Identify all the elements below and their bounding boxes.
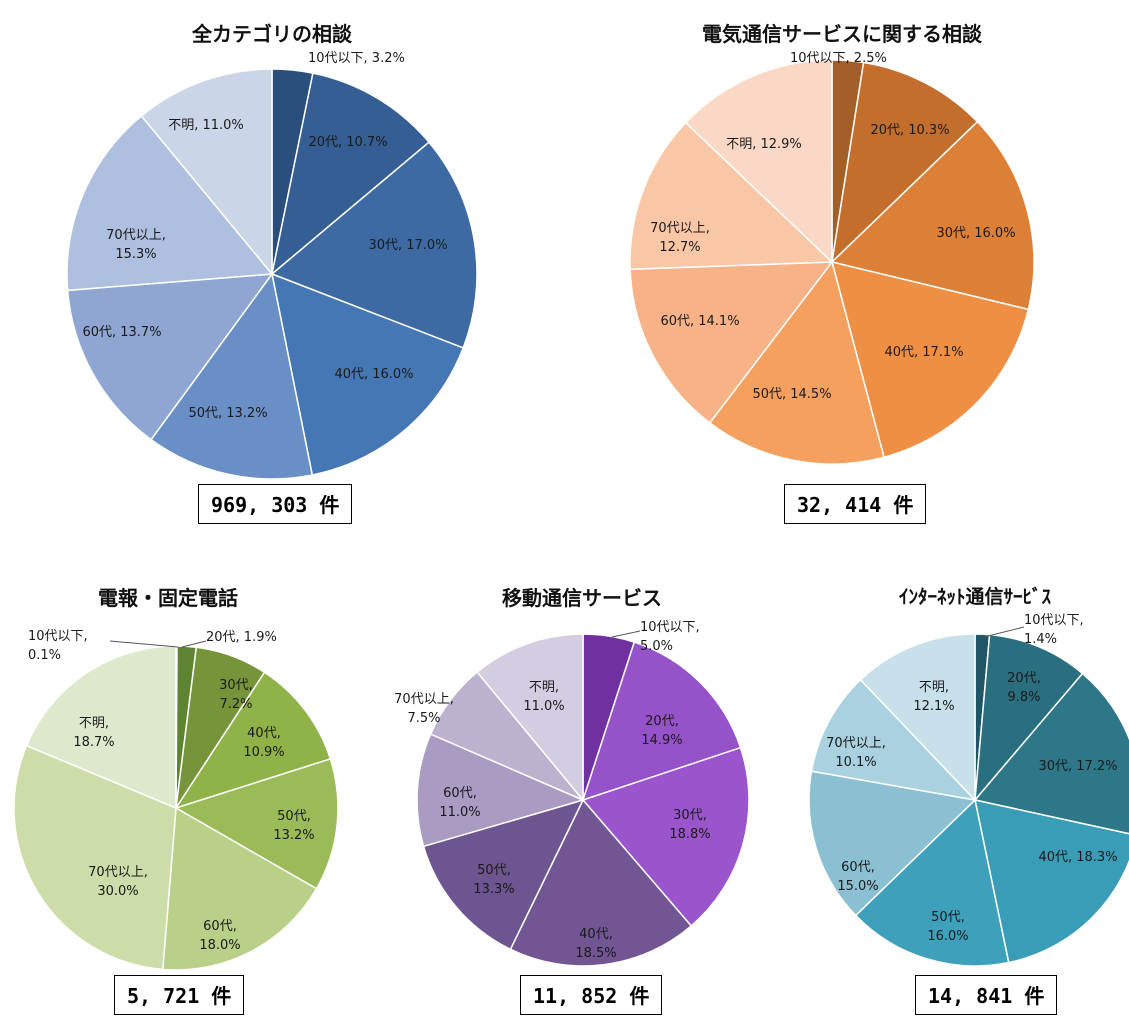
slice-data-label: 60代, 18.0% — [199, 919, 240, 953]
pie-slice-不明 — [140, 68, 273, 277]
slice-data-label: 50代, 13.3% — [473, 863, 514, 897]
slice-data-label: 30代, 18.8% — [669, 808, 710, 842]
pie-slice-不明 — [476, 633, 584, 803]
slice-data-label: 60代, 13.7% — [82, 325, 161, 340]
slice-data-label: 40代, 18.3% — [1038, 850, 1117, 865]
leader-line — [611, 630, 641, 638]
pie-slice-50代 — [854, 798, 1010, 967]
pie-slice-不明 — [859, 633, 976, 802]
slice-data-label: 40代, 10.9% — [243, 726, 284, 760]
pie-slice-30代 — [270, 141, 478, 349]
pie-slice-40代 — [974, 799, 1129, 964]
pie-slice-60代 — [161, 806, 318, 971]
pie-slice-70代以上 — [66, 114, 274, 292]
pie-slice-30代 — [581, 746, 750, 927]
slice-data-label: 不明, 12.9% — [726, 137, 802, 152]
slice-data-label: 30代, 16.0% — [936, 226, 1015, 241]
total-count-box: 14, 841 件 — [915, 975, 1058, 1015]
total-count-box: 11, 852 件 — [520, 975, 663, 1015]
leader-line — [983, 626, 1025, 638]
slice-data-label: 10代以下, 3.2% — [308, 51, 405, 66]
chart-title: ｲﾝﾀｰﾈｯﾄ通信ｻｰﾋﾞｽ — [898, 586, 1052, 608]
pie-slice-60代 — [66, 273, 274, 441]
slice-data-label: 60代, 11.0% — [439, 786, 480, 820]
pie-slice-60代 — [416, 733, 586, 848]
pie-slice-50代 — [708, 260, 885, 465]
slice-data-label: 50代, 16.0% — [927, 910, 968, 944]
slice-data-label: 40代, 16.0% — [334, 367, 413, 382]
slice-data-label: 20代, 9.8% — [1007, 671, 1041, 705]
leader-line — [181, 640, 207, 648]
slice-data-label: 70代以上, 7.5% — [394, 692, 454, 726]
chart-title: 電報・固定電話 — [98, 586, 238, 610]
slice-data-label: 不明, 11.0% — [168, 118, 244, 133]
slice-data-label: 70代以上, 15.3% — [106, 228, 166, 262]
pie-slice-20代 — [270, 72, 431, 276]
pie-slice-40代 — [174, 671, 332, 810]
chart-title: 電気通信サービスに関する相談 — [702, 22, 982, 46]
pie-slice-40代 — [270, 272, 465, 476]
slice-data-label: 30代, 7.2% — [219, 678, 253, 712]
slice-data-label: 30代, 17.2% — [1038, 759, 1117, 774]
slice-data-label: 10代以下, 5.0% — [640, 620, 700, 654]
chart-title: 全カテゴリの相談 — [192, 22, 352, 46]
pie-slice-40代 — [830, 260, 1030, 459]
slice-data-label: 60代, 14.1% — [660, 314, 739, 329]
total-count-box: 32, 414 件 — [784, 484, 927, 524]
pie-slice-50代 — [150, 272, 314, 480]
slice-data-label: 30代, 17.0% — [368, 238, 447, 253]
slice-data-label: 40代, 18.5% — [575, 927, 616, 961]
slice-data-label: 50代, 14.5% — [752, 387, 831, 402]
pie-slice-50代 — [422, 798, 585, 951]
slice-data-label: 20代, 1.9% — [206, 630, 277, 645]
pie-slice-50代 — [174, 757, 339, 890]
slice-data-label: 不明, 12.1% — [913, 680, 954, 714]
total-count-box: 5, 721 件 — [114, 975, 245, 1015]
slice-data-label: 10代以下, 1.4% — [1024, 613, 1084, 647]
slice-data-label: 40代, 17.1% — [884, 345, 963, 360]
pie-slice-40代 — [509, 798, 693, 967]
chart-title: 移動通信サービス — [502, 586, 662, 610]
leader-line — [109, 640, 179, 648]
slice-data-label: 70代以上, 12.7% — [650, 221, 710, 255]
slice-data-label: 20代, 14.9% — [641, 714, 682, 748]
slice-data-label: 70代以上, 10.1% — [826, 736, 886, 770]
pie-slice-70代以上 — [810, 678, 978, 802]
slice-data-label: 60代, 15.0% — [837, 860, 878, 894]
slice-data-label: 不明, 11.0% — [523, 680, 564, 714]
pie-slice-60代 — [629, 261, 834, 424]
slice-data-label: 10代以下, 2.5% — [790, 51, 887, 66]
slice-data-label: 不明, 18.7% — [73, 716, 114, 750]
total-count-box: 969, 303 件 — [198, 484, 353, 524]
pie-slice-20代 — [830, 61, 979, 265]
slice-data-label: 20代, 10.3% — [870, 123, 949, 138]
pie-slice-30代 — [973, 672, 1129, 835]
pie-slice-30代 — [830, 120, 1035, 311]
slice-data-label: 50代, 13.2% — [273, 809, 314, 843]
slice-data-label: 20代, 10.7% — [308, 135, 387, 150]
slice-data-label: 10代以下, 0.1% — [28, 629, 88, 663]
slice-data-label: 50代, 13.2% — [188, 406, 267, 421]
pie-slice-60代 — [808, 770, 977, 917]
pie-slice-70代以上 — [629, 121, 834, 271]
slice-data-label: 70代以上, 30.0% — [88, 865, 148, 899]
pie-slice-70代以上 — [13, 744, 177, 971]
pie-slice-不明 — [684, 59, 833, 264]
pie-slice-不明 — [25, 645, 177, 810]
